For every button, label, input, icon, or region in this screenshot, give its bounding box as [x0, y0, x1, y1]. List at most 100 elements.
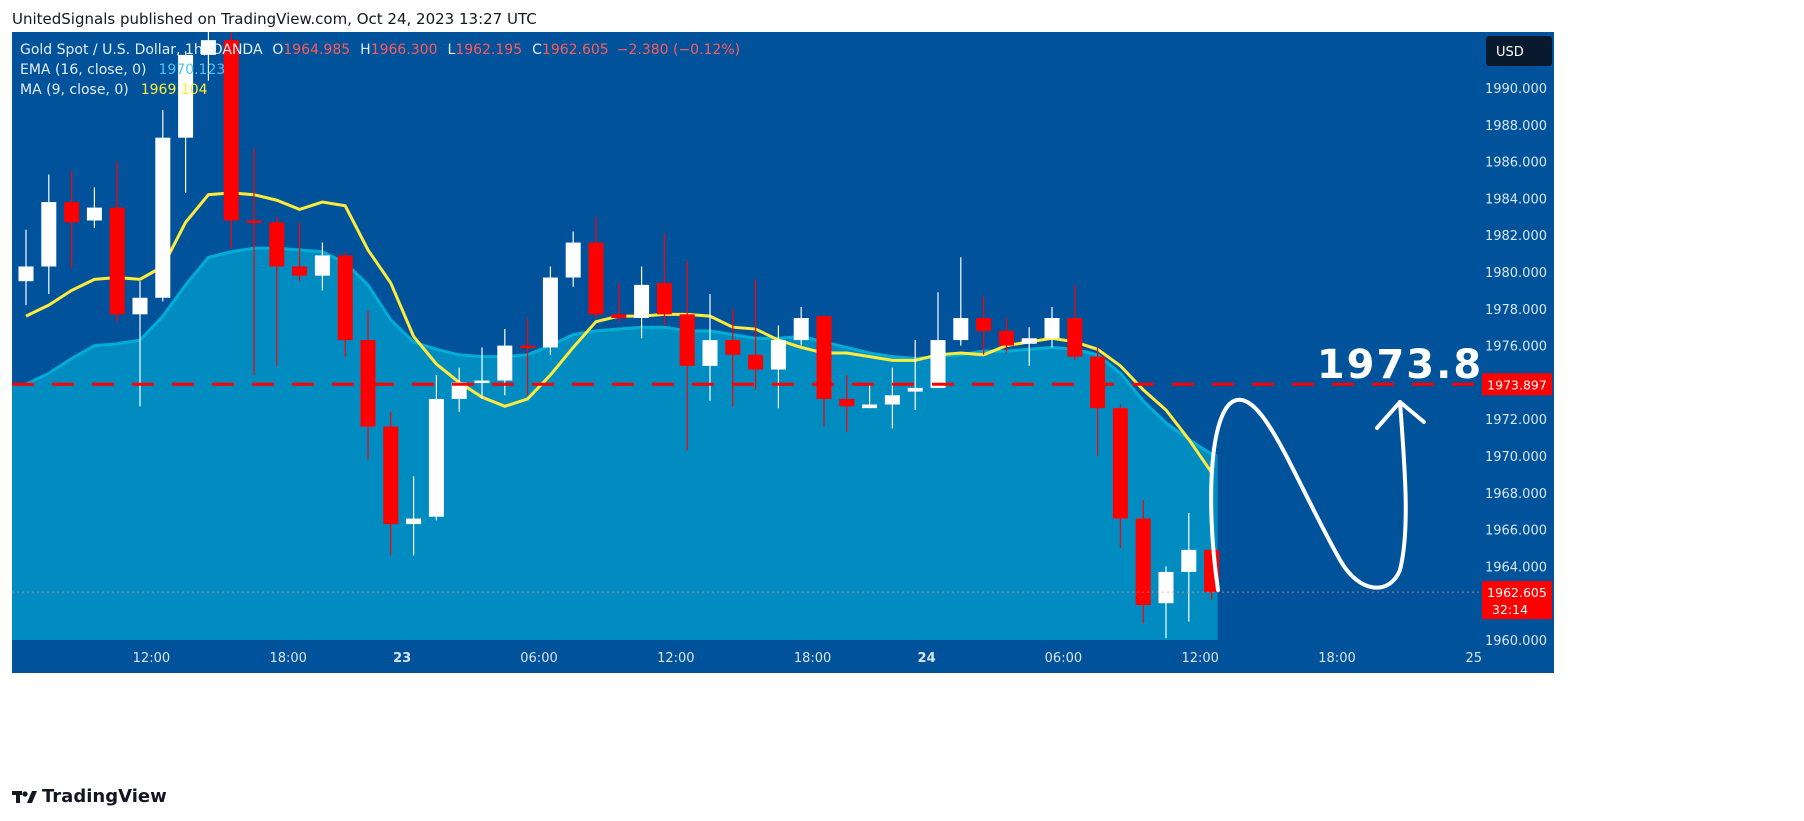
legend-line-1: Gold Spot / U.S. Dollar, 1h, OANDA O1964.…: [20, 42, 740, 58]
candle[interactable]: [64, 170, 80, 269]
candle-body: [497, 345, 513, 381]
candle[interactable]: [1021, 327, 1037, 366]
candle[interactable]: [1112, 404, 1128, 548]
candle[interactable]: [839, 375, 855, 433]
candle[interactable]: [520, 318, 536, 396]
candle-body: [1158, 571, 1174, 604]
candle-body: [1067, 318, 1083, 357]
y-tick-label: 1980.000: [1485, 266, 1547, 281]
candle-body: [770, 340, 786, 370]
annotation-label: 1973.8: [1317, 342, 1483, 388]
x-tick-label: 23: [393, 651, 411, 666]
y-tick-label: 1968.000: [1485, 487, 1547, 502]
candle[interactable]: [953, 257, 969, 346]
candle-body: [702, 340, 718, 366]
x-tick-label: 12:00: [1181, 651, 1218, 666]
candle-body: [155, 137, 171, 298]
level-price-tag: [1482, 373, 1552, 396]
candle[interactable]: [725, 308, 741, 407]
candle[interactable]: [679, 260, 695, 451]
candle[interactable]: [884, 367, 900, 429]
candle[interactable]: [383, 411, 399, 556]
candle[interactable]: [292, 222, 308, 282]
level-price-label: 1973.897: [1487, 377, 1547, 392]
candle[interactable]: [109, 161, 125, 322]
candle-body: [337, 255, 353, 341]
candle[interactable]: [1135, 500, 1151, 624]
candle-body: [634, 284, 650, 318]
legend-open-value: 1964.985: [283, 42, 350, 58]
candle[interactable]: [223, 32, 239, 249]
candle[interactable]: [770, 325, 786, 409]
candle[interactable]: [816, 314, 832, 427]
candle[interactable]: [200, 14, 216, 81]
currency-button[interactable]: [1486, 36, 1552, 66]
legend-ema-label: EMA (16, close, 0): [20, 62, 146, 78]
candle[interactable]: [337, 251, 353, 357]
candle[interactable]: [246, 148, 262, 376]
candle-body: [109, 207, 125, 315]
candle-body: [200, 40, 216, 55]
candle-body: [474, 380, 490, 384]
candle[interactable]: [155, 110, 171, 302]
publisher-header: UnitedSignals published on TradingView.c…: [12, 10, 537, 28]
candle[interactable]: [976, 295, 992, 355]
candle[interactable]: [41, 174, 57, 295]
candle-body: [884, 395, 900, 405]
candle[interactable]: [1090, 347, 1106, 456]
candle-body: [428, 398, 444, 517]
candle[interactable]: [907, 340, 923, 410]
candle[interactable]: [360, 310, 376, 460]
candle[interactable]: [1158, 566, 1174, 639]
ema-area-fill: [12, 248, 1218, 640]
candle[interactable]: [930, 292, 946, 388]
candle-body: [520, 345, 536, 349]
candle[interactable]: [428, 375, 444, 521]
candle-body: [565, 242, 581, 278]
candle-body: [314, 255, 330, 276]
y-tick-label: 1966.000: [1485, 524, 1547, 539]
candle-body: [656, 283, 672, 315]
candle-body: [862, 404, 878, 409]
legend-ema-value: 1970.123: [158, 62, 225, 78]
x-tick-label: 06:00: [520, 651, 557, 666]
candle[interactable]: [565, 231, 581, 287]
candle[interactable]: [656, 233, 672, 326]
candle[interactable]: [1067, 284, 1083, 361]
candle[interactable]: [1181, 513, 1197, 622]
candle-body: [86, 207, 102, 221]
candle[interactable]: [86, 187, 102, 228]
candle[interactable]: [269, 216, 285, 366]
y-tick-label: 1972.000: [1485, 413, 1547, 428]
candle-body: [292, 266, 308, 276]
y-tick-label: 1986.000: [1485, 156, 1547, 171]
plot-area: [12, 14, 1220, 640]
candle-body: [748, 354, 764, 370]
candle[interactable]: [406, 476, 422, 556]
candle[interactable]: [178, 51, 194, 193]
candle[interactable]: [1044, 306, 1060, 348]
legend-high-label: H: [360, 42, 371, 58]
candle[interactable]: [474, 347, 490, 399]
candle[interactable]: [748, 279, 764, 390]
candle-body: [953, 318, 969, 341]
candle[interactable]: [314, 242, 330, 291]
candle[interactable]: [611, 283, 627, 322]
candle-body: [406, 518, 422, 525]
candle[interactable]: [862, 384, 878, 409]
projection-curve: [1209, 397, 1408, 592]
candle[interactable]: [793, 306, 809, 346]
candle-body: [223, 40, 239, 221]
y-tick-label: 1970.000: [1485, 450, 1547, 465]
candle-body: [839, 398, 855, 407]
footer-brand[interactable]: TradingView: [12, 786, 167, 807]
candle[interactable]: [542, 266, 558, 355]
bar-countdown-label: 32:14: [1492, 602, 1528, 617]
candle[interactable]: [588, 216, 604, 318]
candle[interactable]: [634, 266, 650, 339]
candle[interactable]: [18, 229, 34, 306]
candle-body: [611, 314, 627, 318]
candle[interactable]: [998, 318, 1014, 353]
candle[interactable]: [451, 367, 467, 412]
